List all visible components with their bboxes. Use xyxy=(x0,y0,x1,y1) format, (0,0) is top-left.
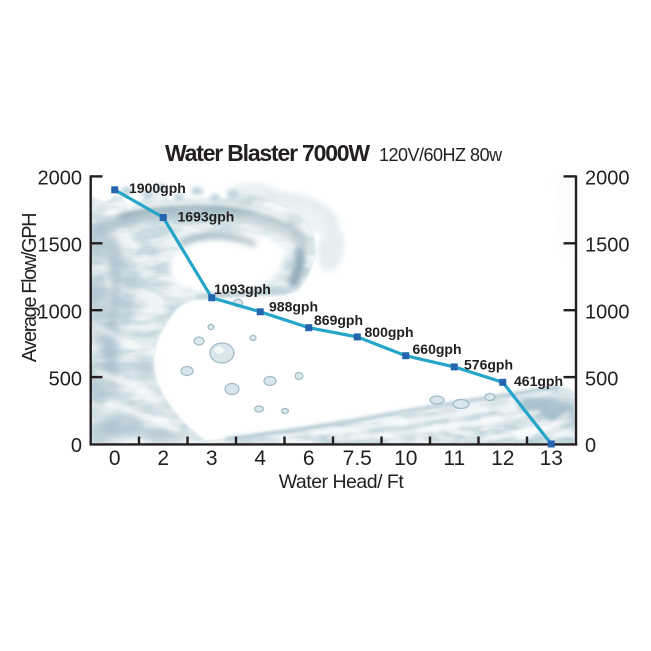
svg-text:3: 3 xyxy=(206,447,218,470)
svg-text:Water Head/ Ft: Water Head/ Ft xyxy=(279,471,405,493)
svg-text:576gph: 576gph xyxy=(464,357,513,373)
svg-text:2000: 2000 xyxy=(585,168,630,190)
svg-text:11: 11 xyxy=(443,447,465,470)
svg-text:1500: 1500 xyxy=(38,235,83,257)
svg-text:1500: 1500 xyxy=(585,235,630,257)
svg-text:2: 2 xyxy=(157,447,169,470)
svg-text:988gph: 988gph xyxy=(269,299,318,315)
svg-text:500: 500 xyxy=(585,368,618,390)
svg-text:0: 0 xyxy=(585,435,596,457)
svg-text:13: 13 xyxy=(540,447,563,470)
svg-text:660gph: 660gph xyxy=(413,341,462,357)
svg-text:500: 500 xyxy=(49,368,82,390)
svg-text:1000: 1000 xyxy=(38,301,83,323)
svg-text:1900gph: 1900gph xyxy=(129,180,186,196)
svg-text:800gph: 800gph xyxy=(365,324,414,340)
svg-text:6: 6 xyxy=(303,447,315,470)
svg-text:1093gph: 1093gph xyxy=(214,281,271,297)
svg-text:4: 4 xyxy=(254,447,266,470)
svg-text:869gph: 869gph xyxy=(314,312,363,328)
svg-text:1000: 1000 xyxy=(585,301,630,323)
svg-text:Water Blaster 7000W: Water Blaster 7000W xyxy=(165,140,370,166)
svg-text:120V/60HZ 80w: 120V/60HZ 80w xyxy=(379,145,503,165)
svg-text:Average Flow/GPH: Average Flow/GPH xyxy=(19,214,41,362)
svg-text:461gph: 461gph xyxy=(514,373,563,389)
svg-text:2000: 2000 xyxy=(38,168,83,190)
svg-text:0: 0 xyxy=(71,435,82,457)
svg-text:12: 12 xyxy=(491,447,514,470)
svg-text:10: 10 xyxy=(394,447,417,470)
svg-text:0: 0 xyxy=(109,447,121,470)
svg-text:1693gph: 1693gph xyxy=(178,209,235,225)
svg-text:7.5: 7.5 xyxy=(343,447,372,470)
